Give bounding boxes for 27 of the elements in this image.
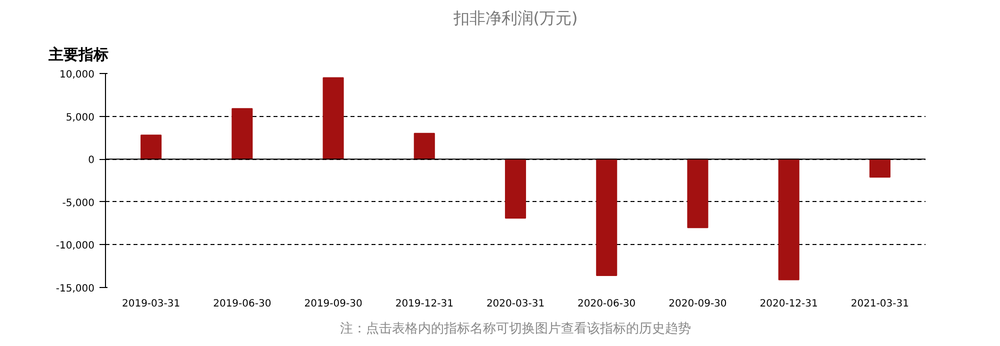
y-tick-label: -10,000 <box>56 240 95 252</box>
x-tick-label: 2019-12-31 <box>395 298 454 310</box>
bar <box>232 108 253 160</box>
x-tick-label: 2019-09-30 <box>304 298 362 310</box>
bar <box>140 134 162 160</box>
y-tick-label: -5,000 <box>62 198 95 209</box>
y-tick-label: -15,000 <box>56 284 95 294</box>
x-tick-label: 2020-06-30 <box>578 298 636 310</box>
x-tick-label: 2020-03-31 <box>486 298 545 310</box>
bar <box>596 158 618 276</box>
chart-title: 扣非净利润(万元) <box>452 8 578 28</box>
x-tick-label: 2020-09-30 <box>668 298 727 310</box>
bar <box>322 77 344 160</box>
x-tick-label: 2020-12-31 <box>760 298 818 310</box>
text: 主要指标 <box>48 46 108 64</box>
text: 注：点击表格内的指标名称可切换图片查看该指标的历史趋势 <box>340 320 691 336</box>
bar <box>869 158 890 178</box>
bar <box>778 158 800 280</box>
y-tick-label: 5,000 <box>66 112 95 124</box>
x-tick-label: 2021-03-31 <box>850 298 910 310</box>
y-tick-label: 0 <box>88 155 95 166</box>
y-tick-label: 10,000 <box>60 70 95 80</box>
bar <box>414 132 435 160</box>
x-tick-label: 2019-06-30 <box>213 298 272 310</box>
bar <box>687 158 708 228</box>
x-tick-label: 2019-03-31 <box>122 298 180 310</box>
bar <box>504 158 526 219</box>
